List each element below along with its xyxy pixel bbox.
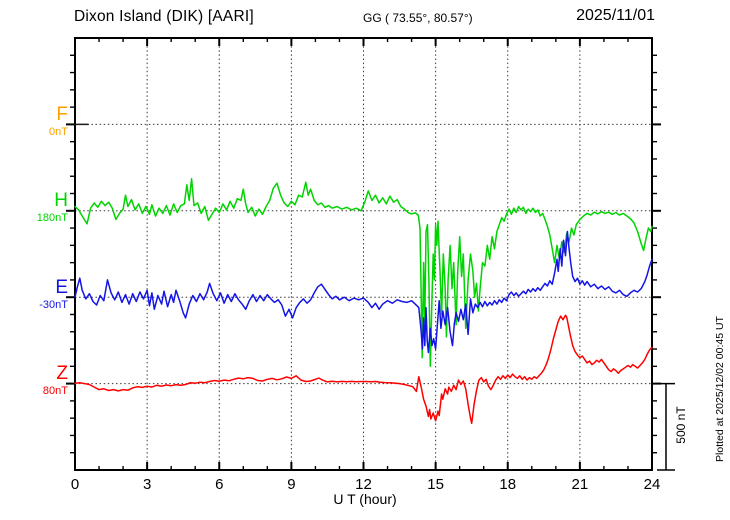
component-letter-E: E (55, 277, 68, 298)
x-tick-label: 12 (355, 476, 372, 493)
x-tick-label: 24 (644, 476, 661, 493)
x-tick-label: 18 (499, 476, 516, 493)
component-baseline-Z: 80nT (42, 385, 68, 397)
x-tick-label: 6 (215, 476, 223, 493)
trace-H (74, 178, 653, 368)
component-baseline-H: 180nT (36, 212, 68, 224)
observation-date: 2025/11/01 (576, 7, 655, 24)
component-baseline-F: 0nT (49, 126, 68, 138)
page-title: Dixon Island (DIK) [AARI] (74, 8, 254, 25)
component-label-F: F 0nT (18, 104, 68, 139)
scale-bar-label: 500 nT (674, 406, 688, 444)
component-letter-H: H (54, 190, 68, 211)
component-letter-Z: Z (56, 363, 68, 384)
component-baseline-E: -30nT (39, 299, 68, 311)
x-axis-label: U T (hour) (333, 491, 397, 507)
x-tick-label: 15 (427, 476, 444, 493)
component-label-H: H 180nT (18, 190, 68, 225)
component-label-E: E -30nT (18, 277, 68, 312)
x-tick-label: 21 (572, 476, 589, 493)
plotted-at-note: Plotted at 2025/12/02 00:45 UT (714, 316, 726, 462)
component-label-Z: Z 80nT (18, 363, 68, 398)
x-tick-label: 3 (143, 476, 151, 493)
geographic-coords: GG ( 73.55°, 80.57°) (363, 11, 473, 25)
x-tick-label: 9 (287, 476, 295, 493)
trace-Z (74, 314, 653, 425)
trace-E (74, 230, 653, 354)
component-letter-F: F (56, 104, 68, 125)
x-tick-label: 0 (71, 476, 79, 493)
